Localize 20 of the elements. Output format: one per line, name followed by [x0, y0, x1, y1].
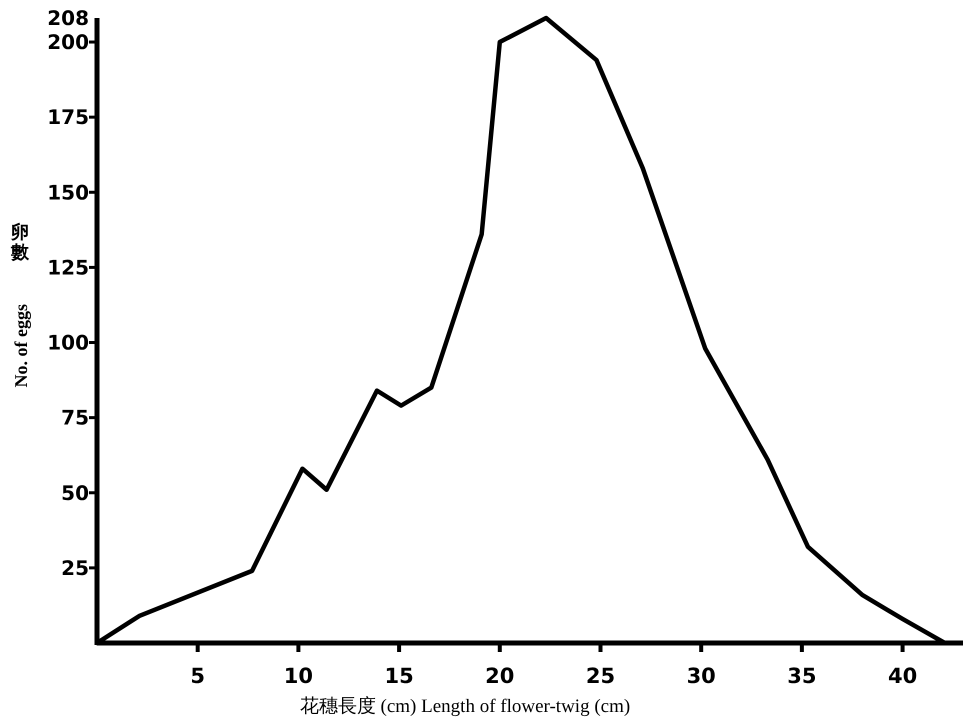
x-tick-label: 35 — [787, 664, 816, 688]
y-tick-label: 50 — [61, 480, 89, 505]
ylabel: No. of eggs — [11, 304, 31, 388]
x-tick-label: 25 — [586, 664, 616, 688]
y-tick-label: 150 — [47, 180, 89, 204]
y-tick-label: 100 — [47, 330, 89, 355]
x-tick-label: 10 — [284, 664, 314, 688]
y-tick-label: 200 — [47, 30, 89, 54]
x-tick-label: 20 — [485, 664, 514, 688]
y-tick-label: 25 — [61, 556, 89, 580]
x-tick-label: 30 — [686, 664, 716, 688]
x-tick-label: 15 — [384, 664, 414, 688]
y-tick-label: 208 — [47, 6, 89, 30]
xlabel: 花穗長度 (cm) Length of flower-twig (cm) — [300, 696, 630, 717]
y-tick-label: 175 — [47, 105, 89, 130]
y-tick-label: 75 — [61, 406, 89, 430]
x-tick-label: 5 — [190, 664, 206, 688]
x-tick-label: 40 — [888, 664, 918, 688]
ylabel-cjk: 卵數 — [11, 222, 29, 262]
y-tick-label: 125 — [47, 255, 89, 280]
